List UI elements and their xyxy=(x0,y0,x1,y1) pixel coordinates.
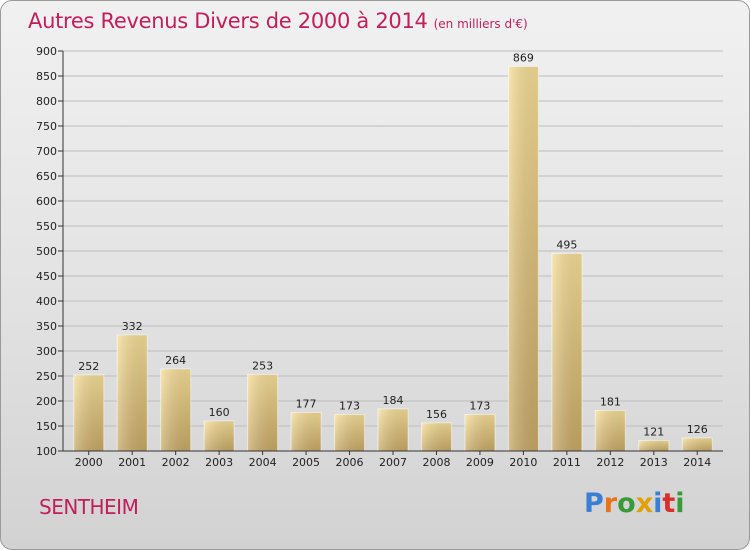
y-tick-label: 450 xyxy=(36,270,57,283)
logo-letter: i xyxy=(675,488,685,519)
bar-shade-2002 xyxy=(160,369,191,451)
y-tick-label: 800 xyxy=(36,95,57,108)
value-label-2002: 264 xyxy=(165,354,186,367)
value-label-2003: 160 xyxy=(209,406,230,419)
x-tick-label-2005: 2005 xyxy=(292,456,320,469)
bar-shade-2006 xyxy=(334,414,365,451)
value-label-2010: 869 xyxy=(513,52,534,65)
value-label-2012: 181 xyxy=(600,396,621,409)
bar-shade-2013 xyxy=(638,440,669,451)
x-tick-label-2002: 2002 xyxy=(162,456,190,469)
bar-shade-2003 xyxy=(204,421,235,451)
chart-subtitle: (en milliers d'€) xyxy=(433,17,528,31)
bar-shade-2008 xyxy=(421,423,452,451)
bars: 252 332 264 160 253 177 173 184 156 173 869 495 181 1… xyxy=(73,52,713,452)
bar-shade-2007 xyxy=(378,409,408,451)
x-tick-label-2014: 2014 xyxy=(683,456,711,469)
value-label-2006: 173 xyxy=(339,400,360,413)
value-label-2014: 126 xyxy=(687,423,708,436)
proxiti-logo: Proxiti xyxy=(584,488,685,519)
value-label-2008: 156 xyxy=(426,408,447,421)
bar-shade-2009 xyxy=(464,414,495,451)
value-label-2013: 121 xyxy=(643,426,664,439)
y-tick-label: 350 xyxy=(36,320,57,333)
y-tick-label: 550 xyxy=(36,220,57,233)
y-tick-label: 600 xyxy=(36,195,57,208)
y-tick-label: 750 xyxy=(36,120,57,133)
y-tick-label: 250 xyxy=(36,370,57,383)
logo-letter: i xyxy=(653,488,663,519)
value-label-2001: 332 xyxy=(122,320,143,333)
y-tick-label: 500 xyxy=(36,245,57,258)
commune-name: SENTHEIM xyxy=(39,495,139,519)
y-tick-label: 650 xyxy=(36,170,57,183)
bar-shade-2012 xyxy=(595,410,626,451)
y-tick-label: 200 xyxy=(36,395,57,408)
value-label-2009: 173 xyxy=(469,400,490,413)
x-tick-label-2010: 2010 xyxy=(509,456,537,469)
title-text: Autres Revenus Divers de 2000 à 2014 xyxy=(28,9,428,33)
value-label-2004: 253 xyxy=(252,360,273,373)
y-tick-label: 150 xyxy=(36,420,57,433)
x-tick-label-2013: 2013 xyxy=(640,456,668,469)
bar-shade-2011 xyxy=(551,253,582,451)
bar-shade-2000 xyxy=(73,375,104,451)
x-tick-label-2008: 2008 xyxy=(422,456,450,469)
x-tick-label-2003: 2003 xyxy=(205,456,233,469)
x-tick-label-2006: 2006 xyxy=(336,456,364,469)
logo-letter: t xyxy=(662,488,676,519)
logo-letter: r xyxy=(603,488,618,519)
x-tick-label-2007: 2007 xyxy=(379,456,407,469)
logo-letter: x xyxy=(635,488,654,519)
x-tick-label-2012: 2012 xyxy=(596,456,624,469)
x-tick-label-2011: 2011 xyxy=(553,456,581,469)
bar-shade-2014 xyxy=(682,438,713,451)
y-tick-label: 300 xyxy=(36,345,57,358)
value-label-2011: 495 xyxy=(556,239,577,252)
value-label-2007: 184 xyxy=(383,394,404,407)
bar-shade-2010 xyxy=(508,66,539,451)
bar-shade-2004 xyxy=(247,374,278,451)
y-tick-label: 100 xyxy=(36,445,57,458)
value-label-2005: 177 xyxy=(296,398,317,411)
chart-title: Autres Revenus Divers de 2000 à 2014 (en … xyxy=(28,9,528,33)
x-axis-ticks: 2000 2001 2002 2003 2004 2005 2006 2007 2008 2009… xyxy=(75,451,711,469)
x-tick-label-2000: 2000 xyxy=(75,456,103,469)
y-tick-label: 700 xyxy=(36,145,57,158)
y-tick-label: 900 xyxy=(36,45,57,58)
bar-shade-2005 xyxy=(291,412,322,451)
y-tick-label: 850 xyxy=(36,70,57,83)
y-tick-label: 400 xyxy=(36,295,57,308)
x-tick-label-2009: 2009 xyxy=(466,456,494,469)
y-axis-ticks: 100 150 200 250 300 350 400 450 500 550 600 650 700 7… xyxy=(36,45,63,458)
x-tick-label-2001: 2001 xyxy=(118,456,146,469)
value-label-2000: 252 xyxy=(78,360,99,373)
logo-letter: o xyxy=(617,488,636,519)
bar-shade-2001 xyxy=(117,335,148,451)
x-tick-label-2004: 2004 xyxy=(249,456,277,469)
logo-letter: P xyxy=(584,488,604,519)
